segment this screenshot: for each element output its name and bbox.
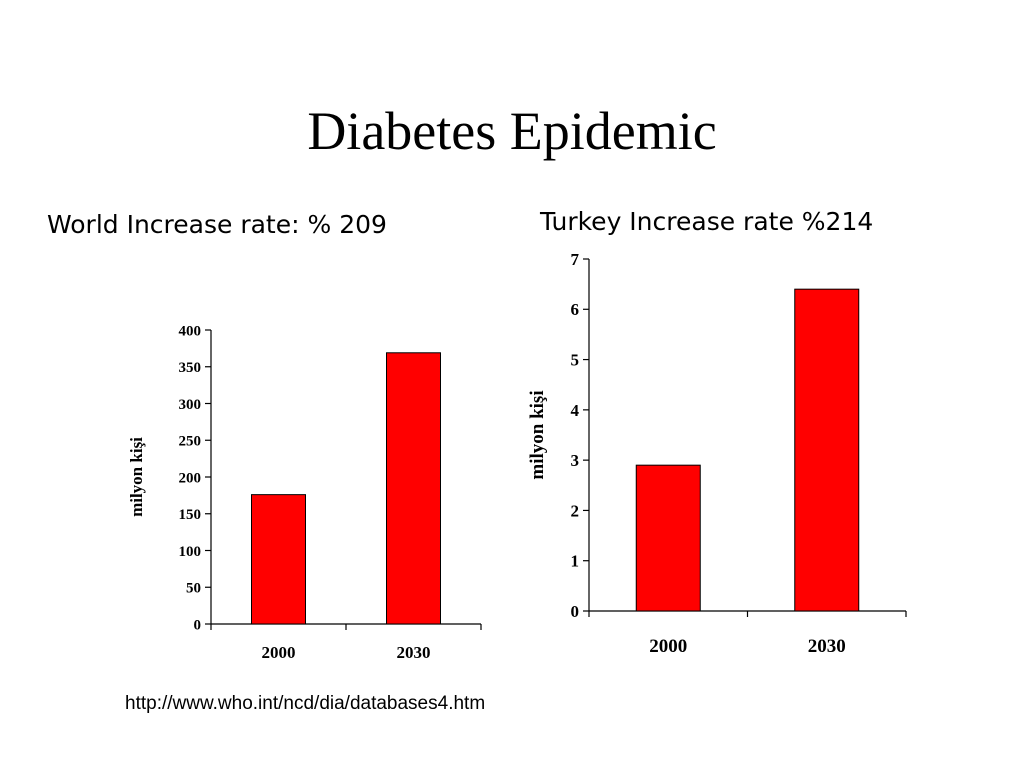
y-tick-label: 200	[179, 470, 202, 486]
y-tick-label: 4	[571, 401, 580, 420]
turkey-chart-title: Turkey Increase rate %214	[540, 207, 874, 236]
y-tick-label: 300	[179, 397, 202, 413]
y-tick-label: 0	[194, 617, 202, 633]
slide-title: Diabetes Epidemic	[307, 101, 717, 161]
y-tick-label: 7	[571, 250, 580, 269]
y-axis-title: milyon kişi	[127, 437, 146, 517]
bar	[635, 464, 701, 612]
y-tick-label: 5	[571, 351, 580, 370]
y-tick-label: 0	[571, 602, 580, 621]
y-tick-label: 2	[571, 501, 580, 520]
x-tick-label: 2000	[649, 636, 687, 657]
y-tick-label: 50	[186, 581, 201, 597]
x-tick-label: 2030	[808, 636, 846, 657]
x-tick-label: 2000	[262, 643, 296, 662]
bar	[386, 352, 441, 625]
y-tick-label: 400	[179, 323, 202, 339]
bar	[794, 288, 860, 612]
source-link[interactable]: http://www.who.int/ncd/dia/databases4.ht…	[125, 693, 486, 714]
y-tick-label: 6	[571, 300, 580, 319]
y-tick-label: 150	[179, 507, 202, 523]
bar	[251, 494, 306, 625]
y-tick-label: 100	[179, 544, 202, 560]
y-tick-label: 350	[179, 360, 202, 376]
y-tick-label: 1	[571, 552, 580, 571]
world-chart-title: World Increase rate: % 209	[47, 210, 387, 239]
y-tick-label: 250	[179, 434, 202, 450]
y-tick-label: 3	[571, 451, 580, 470]
x-tick-label: 2030	[397, 643, 431, 662]
y-axis-title: milyon kişi	[527, 390, 548, 479]
